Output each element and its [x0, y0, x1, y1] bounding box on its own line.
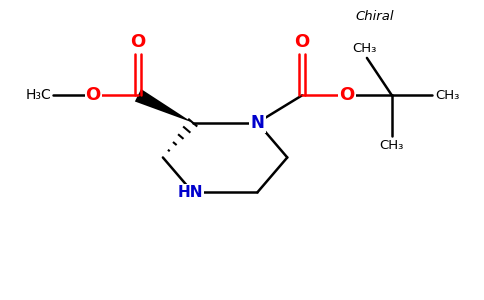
Text: O: O — [339, 86, 355, 104]
Text: O: O — [130, 34, 146, 52]
Text: O: O — [295, 34, 310, 52]
Text: Chiral: Chiral — [355, 10, 393, 23]
Text: N: N — [251, 114, 264, 132]
Text: O: O — [86, 86, 101, 104]
Text: H₃C: H₃C — [25, 88, 51, 102]
Text: CH₃: CH₃ — [435, 89, 459, 102]
Text: CH₃: CH₃ — [379, 139, 404, 152]
Text: CH₃: CH₃ — [352, 42, 377, 55]
Text: HN: HN — [178, 185, 203, 200]
Polygon shape — [135, 89, 193, 123]
